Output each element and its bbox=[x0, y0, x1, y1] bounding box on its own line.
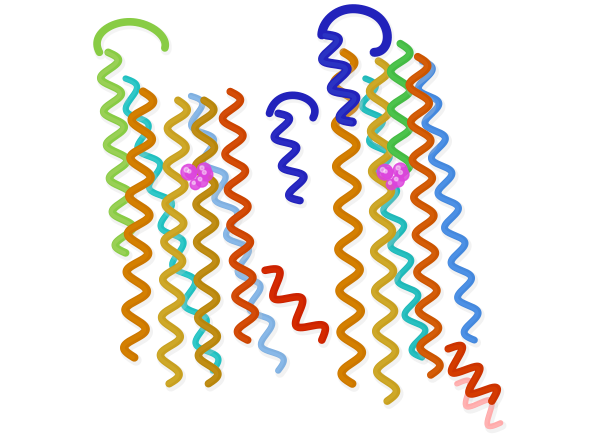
Circle shape bbox=[384, 170, 387, 173]
Circle shape bbox=[188, 170, 191, 173]
Circle shape bbox=[394, 177, 398, 181]
Circle shape bbox=[394, 163, 407, 177]
Circle shape bbox=[396, 168, 409, 181]
Circle shape bbox=[200, 168, 213, 181]
Circle shape bbox=[197, 163, 211, 177]
Circle shape bbox=[386, 179, 397, 190]
Circle shape bbox=[196, 175, 208, 187]
Circle shape bbox=[185, 167, 197, 179]
Circle shape bbox=[198, 177, 202, 181]
Circle shape bbox=[398, 170, 403, 174]
Circle shape bbox=[396, 166, 400, 170]
Circle shape bbox=[184, 167, 189, 172]
Circle shape bbox=[377, 164, 393, 180]
Circle shape bbox=[181, 164, 197, 180]
Circle shape bbox=[190, 179, 200, 190]
Circle shape bbox=[392, 175, 404, 187]
Circle shape bbox=[192, 181, 196, 184]
Circle shape bbox=[200, 166, 204, 170]
Circle shape bbox=[380, 167, 385, 172]
Circle shape bbox=[202, 170, 206, 174]
Circle shape bbox=[388, 181, 392, 184]
Circle shape bbox=[382, 167, 393, 179]
